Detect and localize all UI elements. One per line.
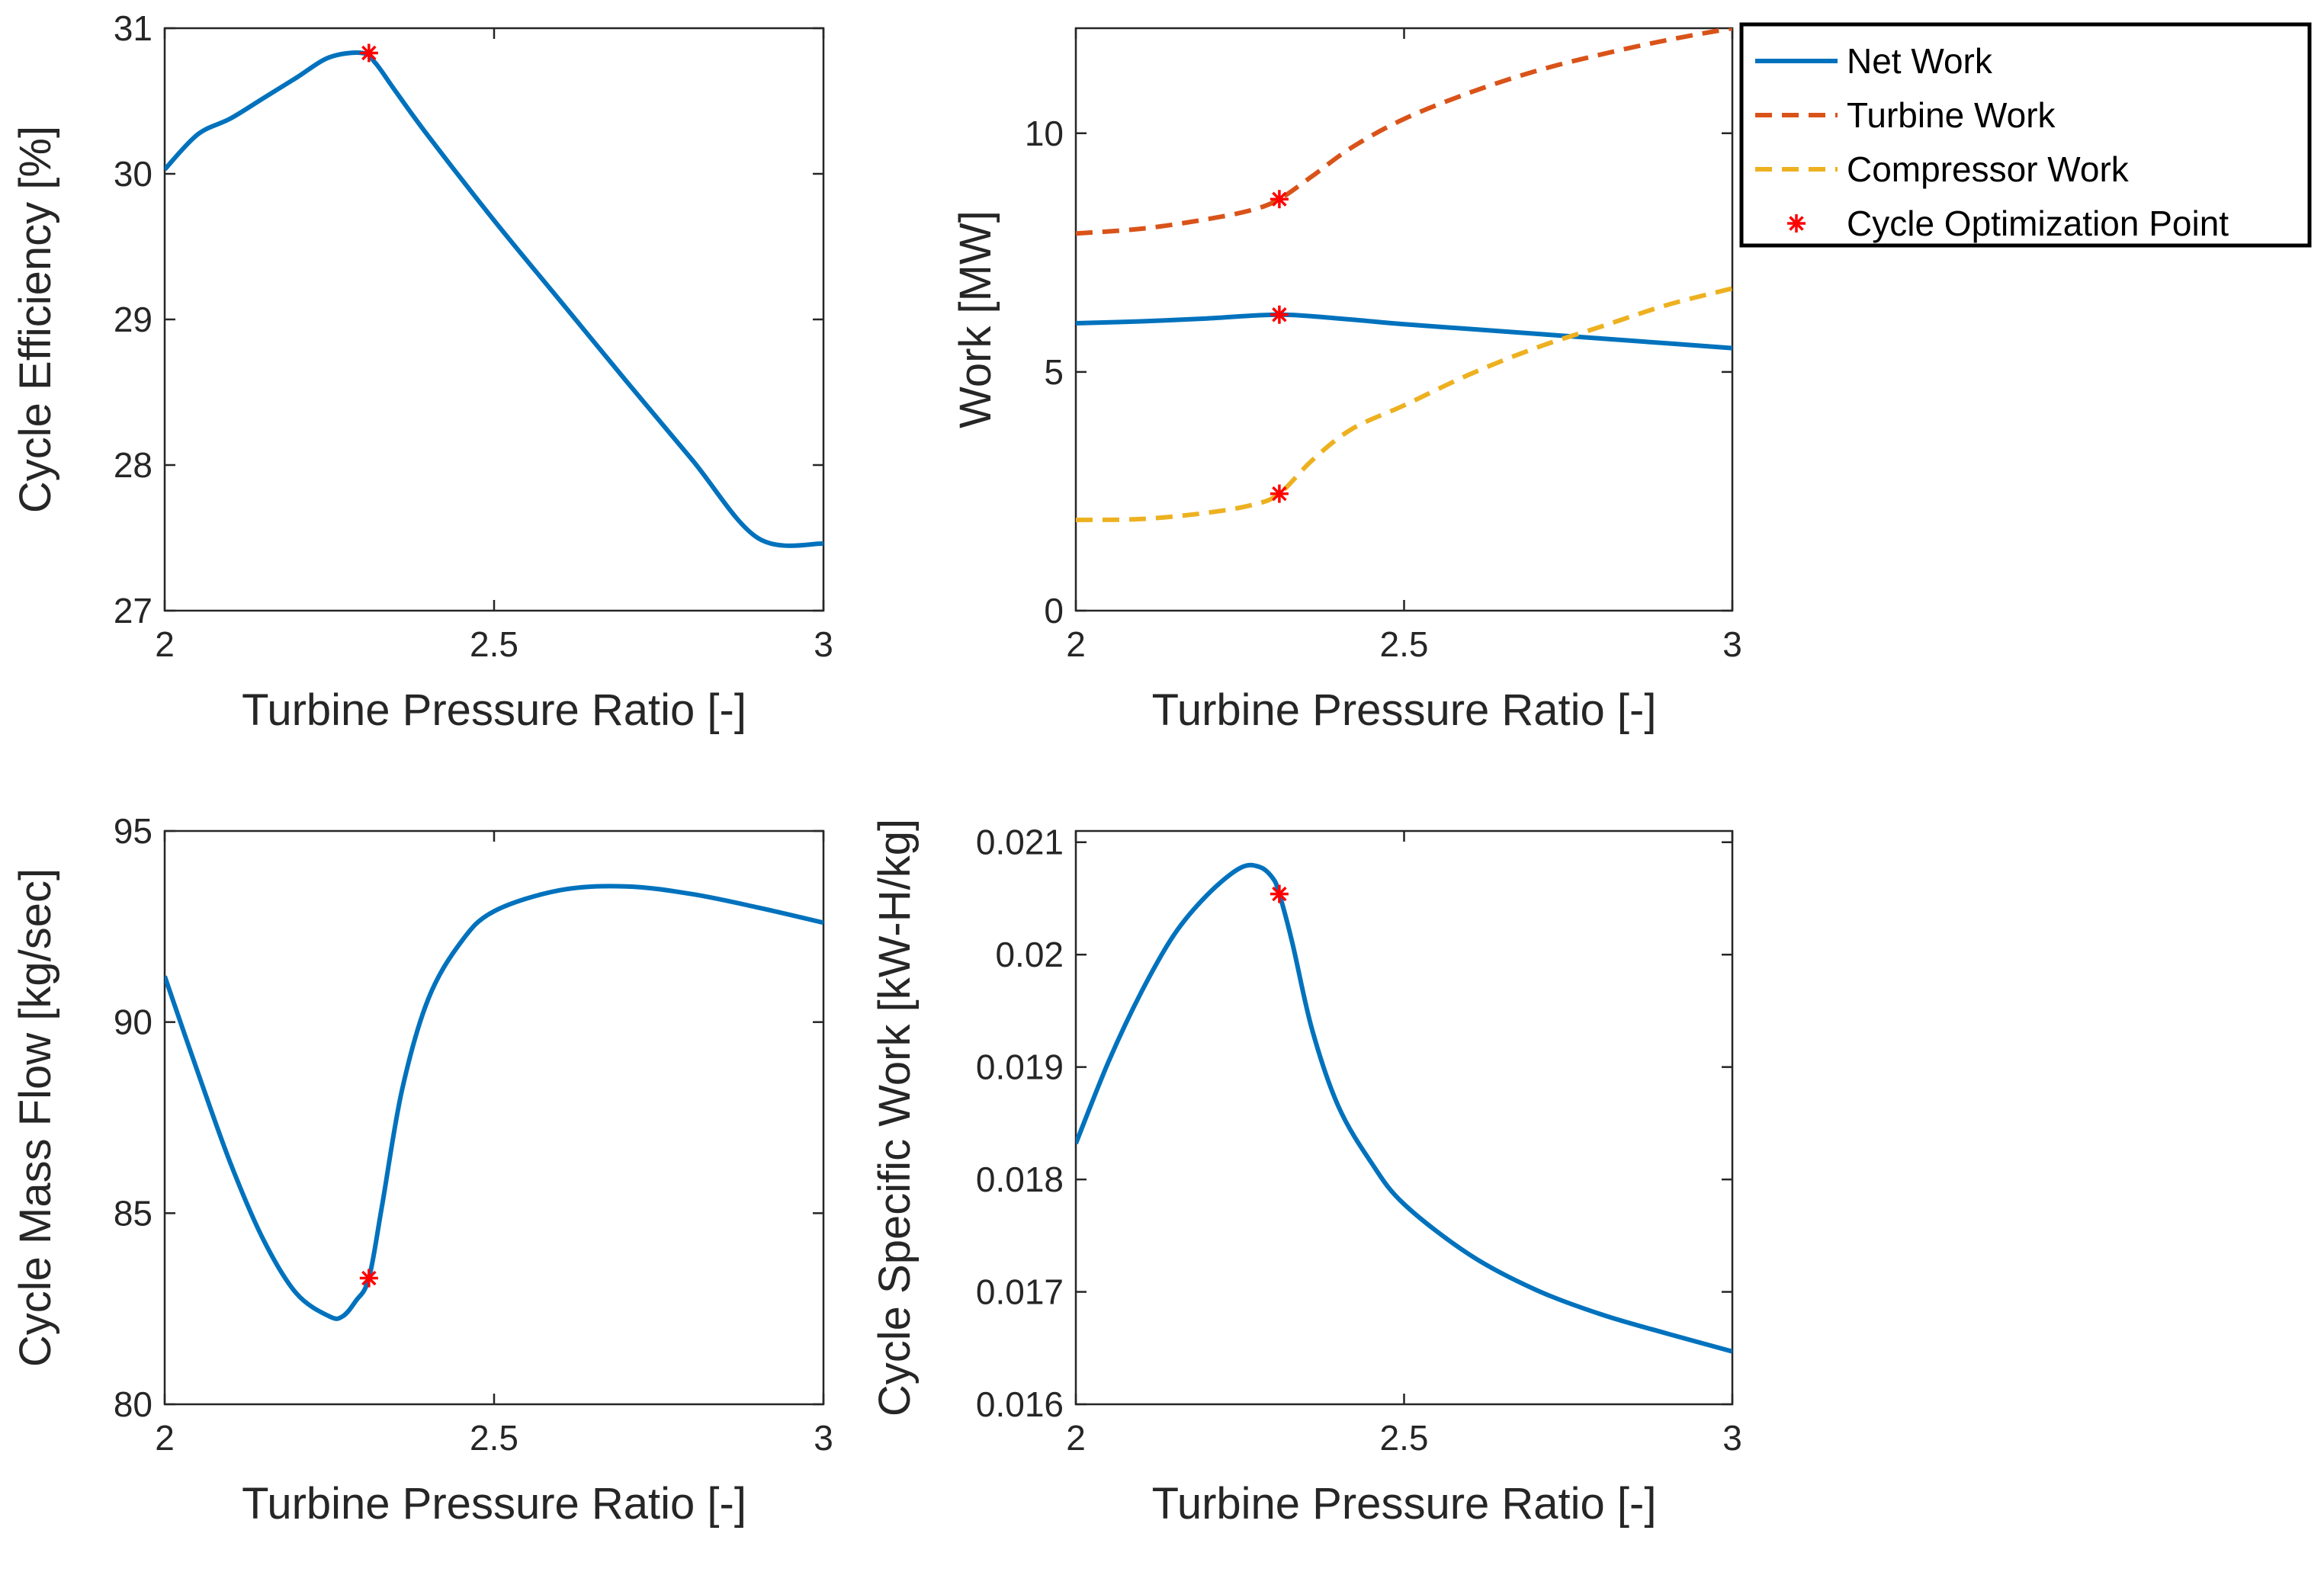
x-tick-label: 3 bbox=[1722, 624, 1742, 664]
chart-2: 2 2.5 3 0 5 10 Turbine Pressure Ratio [-] Work … bbox=[951, 22, 2312, 735]
plot-area bbox=[163, 829, 825, 1406]
x-axis-label: Turbine Pressure Ratio [-] bbox=[242, 1479, 746, 1529]
y-tick-label: 0.018 bbox=[976, 1160, 1064, 1199]
series-line-cycle-mass-flow bbox=[165, 884, 823, 1321]
y-axis-label: Cycle Specific Work [kW-H/kg] bbox=[870, 819, 920, 1416]
x-axis-label: Turbine Pressure Ratio [-] bbox=[1152, 1479, 1657, 1529]
x-tick-label: 3 bbox=[814, 1418, 833, 1458]
series-line-cycle-efficiency bbox=[165, 50, 823, 548]
optimization-point-marker bbox=[1270, 305, 1289, 324]
legend-entry-label: Turbine Work bbox=[1847, 95, 2056, 135]
y-tick-label: 0.016 bbox=[976, 1384, 1064, 1424]
x-tick-label: 2.5 bbox=[1380, 1418, 1429, 1458]
x-axis-label: Turbine Pressure Ratio [-] bbox=[242, 685, 746, 735]
y-tick-label: 10 bbox=[1025, 114, 1064, 153]
y-tick-label: 0.019 bbox=[976, 1047, 1064, 1087]
y-axis-label: Work [MW] bbox=[951, 210, 1000, 428]
x-tick-label: 2.5 bbox=[470, 1418, 518, 1458]
x-tick-label: 3 bbox=[814, 624, 833, 664]
chart-1: 2 2.5 3 27 28 29 30 31 Turbine Pressure Ratio [-… bbox=[11, 8, 833, 735]
y-axis-label: Cycle Mass Flow [kg/sec] bbox=[11, 868, 60, 1367]
legend-entry-label: Compressor Work bbox=[1847, 149, 2130, 189]
legend-entry-label: Cycle Optimization Point bbox=[1847, 204, 2229, 243]
y-axis-label: Cycle Efficiency [%] bbox=[11, 126, 60, 513]
series-line-compressor-work bbox=[1076, 286, 1732, 522]
chart-4: 2 2.5 3 0.016 0.017 0.018 0.019 0.02 0.021 Turbin… bbox=[870, 819, 1742, 1529]
y-tick-label: 30 bbox=[114, 154, 152, 194]
legend-marker-symbol bbox=[1787, 214, 1806, 233]
y-tick-label: 95 bbox=[114, 811, 152, 851]
plot-area bbox=[1074, 829, 1734, 1406]
chart-3: 2 2.5 3 80 85 90 95 Turbine Pressure Ratio [-] C… bbox=[11, 811, 833, 1529]
y-tick-label: 0 bbox=[1044, 591, 1064, 630]
optimization-point-marker bbox=[359, 43, 378, 63]
y-tick-label: 31 bbox=[114, 8, 152, 48]
legend: Net Work Turbine Work Compressor Work Cycle… bbox=[1739, 22, 2312, 248]
y-tick-label: 0.017 bbox=[976, 1272, 1064, 1312]
x-tick-label: 2.5 bbox=[1380, 624, 1429, 664]
optimization-point-marker bbox=[359, 1269, 378, 1288]
y-tick-label: 80 bbox=[114, 1384, 152, 1424]
plot-area bbox=[163, 27, 825, 612]
optimization-point-marker bbox=[1270, 484, 1289, 503]
y-tick-label: 0.02 bbox=[995, 935, 1064, 974]
y-tick-label: 5 bbox=[1044, 352, 1064, 392]
y-tick-label: 90 bbox=[114, 1003, 152, 1042]
x-tick-label: 3 bbox=[1722, 1418, 1742, 1458]
x-tick-label: 2.5 bbox=[470, 624, 518, 664]
y-tick-label: 85 bbox=[114, 1193, 152, 1233]
x-tick-label: 2 bbox=[1066, 624, 1086, 664]
optimization-point-marker bbox=[1270, 884, 1289, 903]
y-tick-label: 0.021 bbox=[976, 823, 1064, 862]
series-line-net-work bbox=[1076, 312, 1732, 351]
series-line-turbine-work bbox=[1076, 28, 1732, 236]
legend-entry-label: Net Work bbox=[1847, 41, 1993, 81]
y-tick-label: 27 bbox=[114, 591, 152, 630]
x-tick-label: 2 bbox=[1066, 1418, 1086, 1458]
x-axis-label: Turbine Pressure Ratio [-] bbox=[1152, 685, 1657, 735]
y-tick-label: 28 bbox=[114, 445, 152, 485]
y-tick-label: 29 bbox=[114, 300, 152, 339]
x-tick-label: 2 bbox=[155, 1418, 175, 1458]
series-line-cycle-specific-work bbox=[1076, 862, 1732, 1354]
optimization-point-marker bbox=[1270, 190, 1289, 209]
x-tick-label: 2 bbox=[155, 624, 175, 664]
